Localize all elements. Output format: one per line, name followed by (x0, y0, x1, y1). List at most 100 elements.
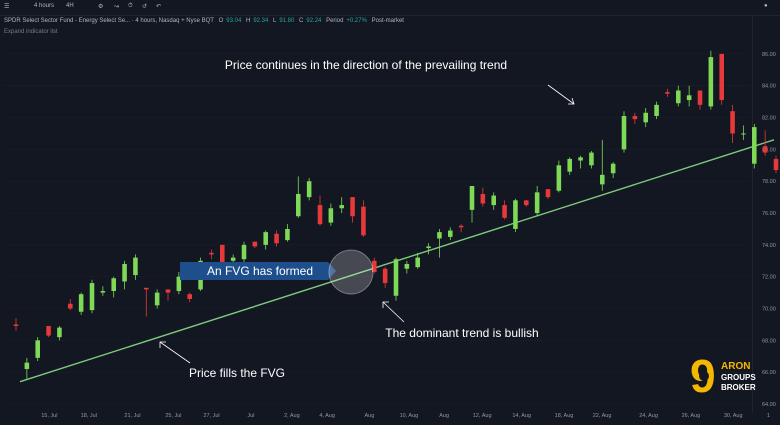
candle[interactable] (621, 111, 627, 153)
candle[interactable] (524, 200, 529, 207)
candle[interactable] (296, 176, 301, 218)
candle[interactable] (89, 279, 95, 314)
candle[interactable] (100, 286, 106, 296)
y-tick-label: 70.00 (762, 307, 776, 313)
candle[interactable] (752, 123, 757, 169)
candle-body (187, 294, 192, 299)
candle[interactable] (111, 276, 116, 298)
candle[interactable] (46, 326, 51, 338)
candle-body (437, 232, 442, 239)
candle[interactable] (513, 198, 518, 233)
candle[interactable] (730, 104, 735, 144)
indicators-icon[interactable]: ↝ (114, 4, 120, 10)
candle[interactable] (491, 192, 496, 210)
candle[interactable] (13, 318, 19, 331)
candle[interactable] (448, 227, 453, 241)
candle[interactable] (165, 289, 171, 301)
candle[interactable] (68, 298, 73, 311)
alert-icon[interactable]: ⏱ (128, 3, 133, 9)
candle[interactable] (144, 287, 149, 317)
candle[interactable] (350, 197, 355, 223)
candle[interactable] (676, 85, 681, 107)
candle[interactable] (372, 257, 377, 274)
brand-line-2: GROUPS (721, 373, 756, 382)
high-label: H (245, 18, 251, 24)
candle[interactable] (686, 85, 692, 107)
candle[interactable] (610, 162, 616, 179)
candle[interactable] (306, 178, 312, 201)
candle[interactable] (133, 254, 138, 280)
candle[interactable] (458, 224, 464, 233)
candle[interactable] (285, 224, 290, 242)
candle[interactable] (762, 130, 768, 156)
candle[interactable] (437, 228, 442, 258)
candle[interactable] (600, 139, 605, 191)
candle[interactable] (534, 185, 540, 217)
undo-icon[interactable]: ↶ (156, 4, 162, 10)
candle[interactable] (578, 155, 583, 169)
candle[interactable] (545, 189, 551, 199)
candle[interactable] (154, 289, 160, 309)
brand-emblem-icon (699, 371, 709, 381)
replay-icon[interactable]: ↺ (142, 4, 148, 10)
candle[interactable] (252, 241, 258, 249)
candle[interactable] (382, 267, 388, 288)
candle[interactable] (176, 271, 182, 295)
candle[interactable] (122, 260, 127, 290)
candle[interactable] (589, 150, 594, 169)
candle-body (600, 174, 605, 185)
trend-annotation: Price continues in the direction of the … (225, 58, 507, 72)
candle[interactable] (773, 155, 779, 174)
hamburger-icon[interactable]: ☰ (4, 4, 10, 10)
time-axis[interactable]: 15, Jul 18, Jul 21, Jul 25, Jul 27, Jul Jul 2,… (41, 413, 770, 419)
candle[interactable] (187, 292, 192, 303)
candle-body (274, 233, 279, 244)
candle[interactable] (263, 230, 268, 250)
candle-body (220, 244, 225, 263)
account-icon[interactable]: ● (764, 3, 768, 9)
candle[interactable] (632, 112, 638, 124)
candle[interactable] (274, 230, 279, 247)
candle[interactable] (556, 160, 562, 193)
candle[interactable] (78, 292, 84, 315)
fvg-highlight-circle (328, 249, 374, 295)
candle[interactable] (426, 243, 431, 255)
candle[interactable] (415, 252, 420, 269)
candle[interactable] (241, 241, 247, 263)
candle[interactable] (643, 108, 648, 128)
x-tick-label: 27, Jul (203, 413, 219, 419)
price-axis[interactable]: 86.00 84.00 82.00 80.00 78.00 76.00 74.00 72.00… (762, 52, 776, 408)
interval-selector[interactable]: 4 hours (34, 3, 55, 9)
candle[interactable] (480, 187, 486, 207)
candle[interactable] (404, 260, 410, 274)
candle[interactable] (339, 197, 344, 214)
candle[interactable] (567, 157, 572, 175)
y-tick-label: 84.00 (762, 84, 776, 90)
candle[interactable] (209, 249, 214, 260)
x-tick-label: 22, Aug (593, 413, 612, 419)
expand-indicator-list[interactable]: Expand indicator list (4, 29, 58, 35)
candle[interactable] (328, 203, 334, 226)
candle[interactable] (665, 88, 670, 97)
candle[interactable] (741, 125, 746, 140)
candle[interactable] (35, 337, 40, 362)
candle[interactable] (654, 101, 659, 120)
candle-body (578, 157, 583, 161)
candle[interactable] (24, 357, 30, 379)
candle[interactable] (469, 185, 475, 223)
candle[interactable] (697, 90, 703, 110)
open-label: O (218, 18, 224, 24)
candle[interactable] (708, 50, 714, 110)
candle[interactable] (317, 195, 323, 226)
candle[interactable] (57, 326, 62, 341)
y-tick-label: 80.00 (762, 147, 776, 153)
interval-short[interactable]: 4H (66, 3, 74, 9)
candle-body (165, 289, 171, 293)
candle[interactable] (393, 257, 399, 301)
x-tick-label: 26, Aug (682, 413, 701, 419)
candle[interactable] (361, 200, 366, 237)
candle[interactable] (719, 53, 724, 105)
candle[interactable] (502, 200, 507, 220)
settings-icon[interactable]: ⚙ (98, 4, 104, 10)
